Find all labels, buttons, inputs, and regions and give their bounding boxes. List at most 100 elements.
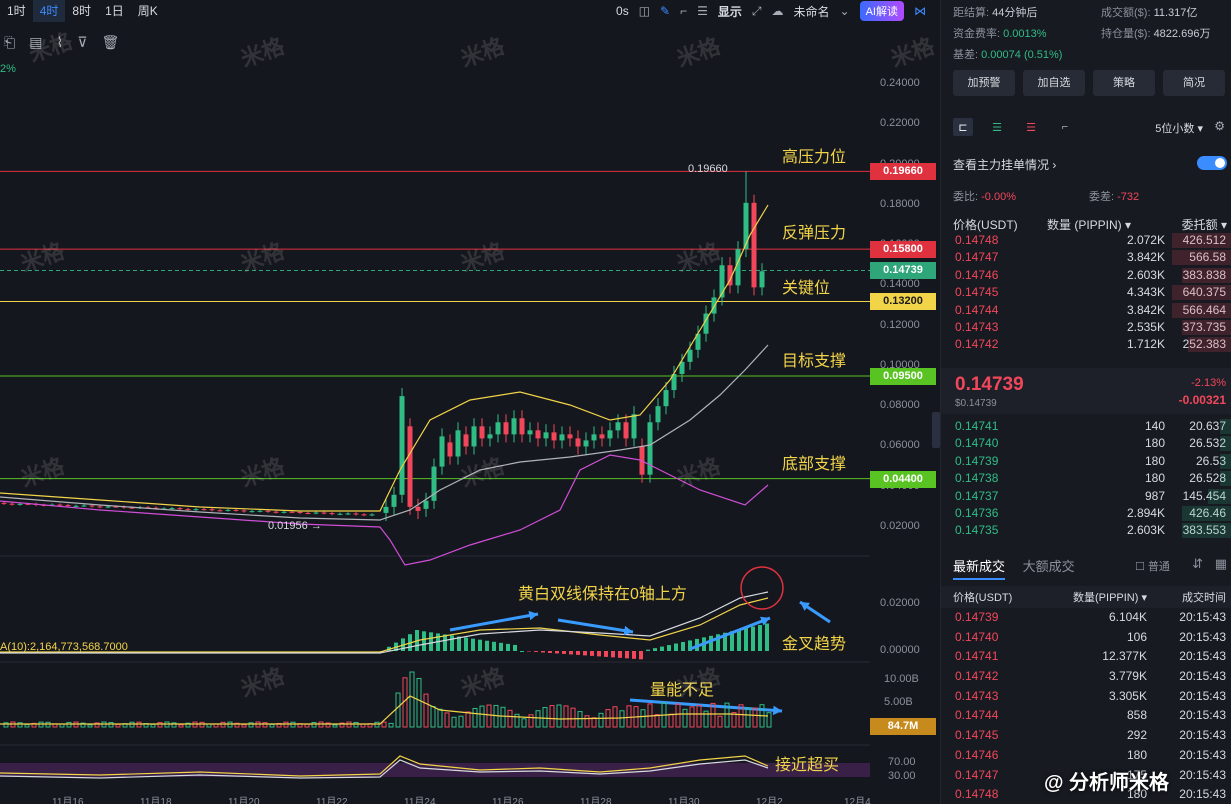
- volume-bar: [325, 722, 331, 728]
- ob-price: 0.14747: [955, 250, 999, 265]
- both-sides-icon[interactable]: ⊏: [953, 118, 973, 136]
- layout-name[interactable]: 未命名: [793, 4, 830, 19]
- last-price-usd: $0.14739: [955, 398, 997, 409]
- chevron-right-icon[interactable]: ›: [1052, 158, 1057, 172]
- tab-timeframe-4[interactable]: 周K: [137, 4, 158, 18]
- bids-only-icon[interactable]: ☰: [992, 121, 1002, 134]
- tab-timeframe-2[interactable]: 8时: [72, 4, 92, 18]
- bid-row[interactable]: 0.14740 180 26.532: [941, 435, 1231, 452]
- volume-tick: 5.00B: [884, 696, 913, 708]
- trash-icon[interactable]: 🗑: [101, 33, 120, 50]
- zero-seconds[interactable]: 0s: [616, 4, 629, 18]
- price-tick: 0.22000: [880, 117, 920, 130]
- ob-qty: 180: [1144, 453, 1165, 468]
- save-icon[interactable]: ⎗: [4, 33, 16, 50]
- trade-row: 0.14740 106 20:15:43: [941, 628, 1231, 648]
- share-icon[interactable]: ⋈: [914, 4, 926, 18]
- candle-body: [415, 506, 421, 511]
- strategy-button[interactable]: 策略: [1093, 70, 1155, 96]
- volume-bar: [528, 714, 534, 728]
- expand-book-icon[interactable]: ⌐: [1061, 121, 1069, 133]
- add-alert-button[interactable]: 加预警: [953, 70, 1015, 96]
- volume-bar: [80, 722, 86, 728]
- ask-row[interactable]: 0.14745 4.343K 640.375: [941, 284, 1231, 301]
- candle-body: [391, 494, 397, 507]
- funding-label: 资金费率:: [953, 28, 1001, 40]
- annotation-golden-cross: 金叉趋势: [782, 636, 847, 653]
- chevron-down-icon[interactable]: ⌄: [839, 4, 850, 18]
- ask-row[interactable]: 0.14747 3.842K 566.58: [941, 249, 1231, 266]
- author-credit: @ 分析师米格: [1044, 772, 1170, 794]
- ob-qty: 3.842K: [1126, 302, 1165, 317]
- bid-row[interactable]: 0.14736 2.894K 426.46: [941, 505, 1231, 522]
- expand-icon[interactable]: ⤢: [751, 3, 762, 18]
- filter-icon[interactable]: ⊽: [77, 33, 88, 50]
- turnover-info: 成交额($): 11.317亿: [1101, 4, 1197, 20]
- ob-total: 20.637: [1189, 419, 1226, 433]
- candle-body: [591, 434, 597, 441]
- ask-row[interactable]: 0.14746 2.603K 383.838: [941, 267, 1231, 284]
- brush-icon[interactable]: ⌇: [56, 33, 64, 50]
- candle-body: [583, 440, 589, 447]
- ratio-value: -0.00%: [981, 191, 1016, 203]
- oi-info: 持仓量($): 4822.696万: [1101, 25, 1210, 41]
- tab-timeframe-3[interactable]: 1日: [105, 4, 124, 18]
- ai-interpret-button[interactable]: AI解读: [859, 1, 904, 21]
- main-orders-toggle[interactable]: [1197, 156, 1227, 170]
- grid-icon[interactable]: ▦: [1214, 556, 1227, 571]
- pencil-icon[interactable]: ✎: [660, 4, 671, 18]
- collapse-panel-handle[interactable]: [932, 412, 940, 448]
- ask-row[interactable]: 0.14748 2.072K 426.512: [941, 232, 1231, 249]
- cloud-icon[interactable]: ☁: [771, 4, 784, 18]
- ask-row[interactable]: 0.14744 3.842K 566.464: [941, 302, 1231, 319]
- camera-icon[interactable]: ◫: [638, 4, 651, 18]
- ob-total-header[interactable]: 委托额 ▾: [1181, 218, 1227, 232]
- bid-row[interactable]: 0.14735 2.603K 383.553: [941, 522, 1231, 539]
- volume-bar: [710, 702, 716, 728]
- candle-body: [225, 509, 231, 511]
- ob-qty-header[interactable]: 数量 (PIPPIN) ▾: [1047, 218, 1132, 232]
- tab-timeframe-1[interactable]: 4时: [32, 0, 66, 22]
- trade-qty: 175: [1126, 767, 1147, 782]
- bid-row[interactable]: 0.14741 140 20.637: [941, 418, 1231, 435]
- ask-row[interactable]: 0.14742 1.712K 252.383: [941, 336, 1231, 353]
- candle-body: [257, 510, 263, 512]
- trade-qty-header[interactable]: 数量(PIPPIN) ▾: [1073, 592, 1147, 604]
- normal-filter[interactable]: ☐ 普通: [1135, 561, 1170, 573]
- asks-only-icon[interactable]: ☰: [1026, 121, 1036, 134]
- bid-row[interactable]: 0.14738 180 26.528: [941, 470, 1231, 487]
- list-icon[interactable]: ☰: [697, 4, 708, 18]
- overview-button[interactable]: 简况: [1163, 70, 1225, 96]
- chart-svg[interactable]: [0, 0, 940, 804]
- crop-icon[interactable]: ⌐: [680, 4, 688, 18]
- gear-icon[interactable]: ⚙: [1214, 119, 1225, 133]
- bid-row[interactable]: 0.14739 180 26.53: [941, 453, 1231, 470]
- date-label: 11月30: [668, 797, 700, 804]
- macd-bar: [653, 648, 657, 651]
- volume-bar: [465, 711, 471, 728]
- precision-select[interactable]: 5位小数 ▾: [1155, 123, 1203, 135]
- turnover-label: 成交额($):: [1101, 7, 1151, 19]
- candle-body: [73, 505, 79, 507]
- macd-bar: [548, 651, 552, 653]
- sort-icon[interactable]: ⇵: [1192, 556, 1203, 571]
- candle-body: [623, 422, 629, 439]
- ob-total: 640.375: [1182, 285, 1226, 300]
- note-icon[interactable]: ▤: [29, 33, 43, 50]
- tab-latest-trades[interactable]: 最新成交: [953, 556, 1006, 580]
- candle-body: [305, 512, 311, 514]
- add-watchlist-button[interactable]: 加自选: [1023, 70, 1085, 96]
- display-button[interactable]: 显示: [717, 4, 742, 19]
- macd-bar: [688, 640, 692, 651]
- candle-body: [551, 432, 557, 441]
- bid-row[interactable]: 0.14737 987 145.454: [941, 488, 1231, 505]
- ask-row[interactable]: 0.14743 2.535K 373.735: [941, 319, 1231, 336]
- macd-bar: [751, 626, 755, 651]
- tab-timeframe-0[interactable]: 1时: [7, 4, 26, 18]
- tab-large-trades[interactable]: 大额成交: [1022, 559, 1075, 574]
- main-orders-label[interactable]: 查看主力挂单情况: [953, 158, 1050, 172]
- volume-tick: 10.00B: [884, 673, 919, 685]
- ob-qty: 1.712K: [1126, 337, 1165, 352]
- chart-area[interactable]: 1时 4时 8时 1日 周K 0s ◫ ✎ ⌐ ☰ 显示 ⤢ ☁ 未命名 ⌄ AI解读 …: [0, 0, 940, 804]
- macd-bar: [450, 635, 454, 651]
